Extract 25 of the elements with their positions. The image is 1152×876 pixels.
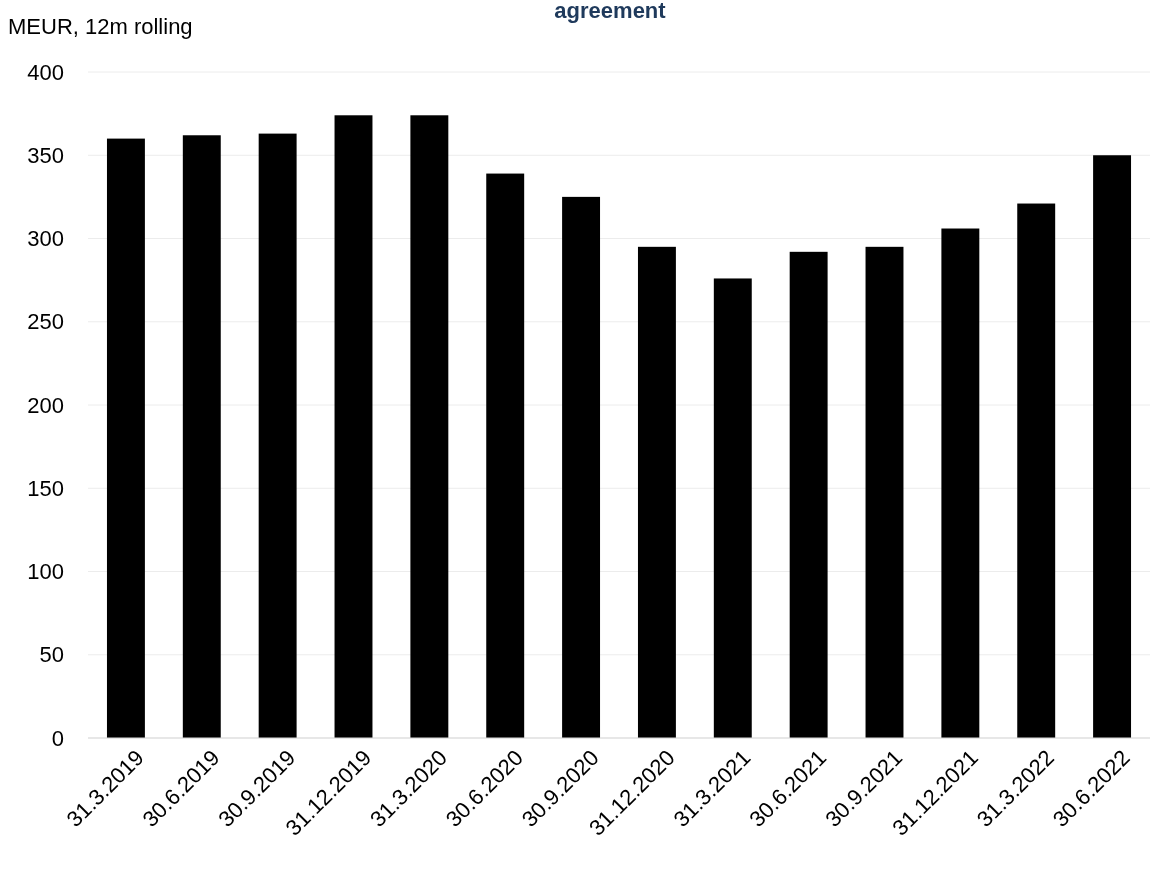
bar <box>713 278 752 738</box>
y-tick-label: 200 <box>27 392 64 418</box>
bar <box>106 138 145 738</box>
bar <box>182 135 221 738</box>
y-tick-label: 100 <box>27 559 64 585</box>
bar <box>789 251 828 738</box>
bar <box>1093 155 1132 738</box>
bar <box>562 196 601 738</box>
y-tick-label: 350 <box>27 142 64 168</box>
bar <box>258 133 297 738</box>
y-tick-label: 300 <box>27 226 64 252</box>
bar <box>410 115 449 738</box>
bar <box>486 173 525 738</box>
y-tick-label: 400 <box>27 59 64 85</box>
chart-title: agreement <box>554 0 667 23</box>
bar <box>334 115 373 738</box>
bar <box>865 246 904 738</box>
y-axis-title: MEUR, 12m rolling <box>8 14 193 39</box>
bar <box>637 246 676 738</box>
y-tick-label: 50 <box>39 642 64 668</box>
y-tick-label: 250 <box>27 309 64 335</box>
bar <box>1017 203 1056 738</box>
y-tick-label: 0 <box>51 725 64 751</box>
y-tick-label: 150 <box>27 475 64 501</box>
bar <box>941 228 980 738</box>
